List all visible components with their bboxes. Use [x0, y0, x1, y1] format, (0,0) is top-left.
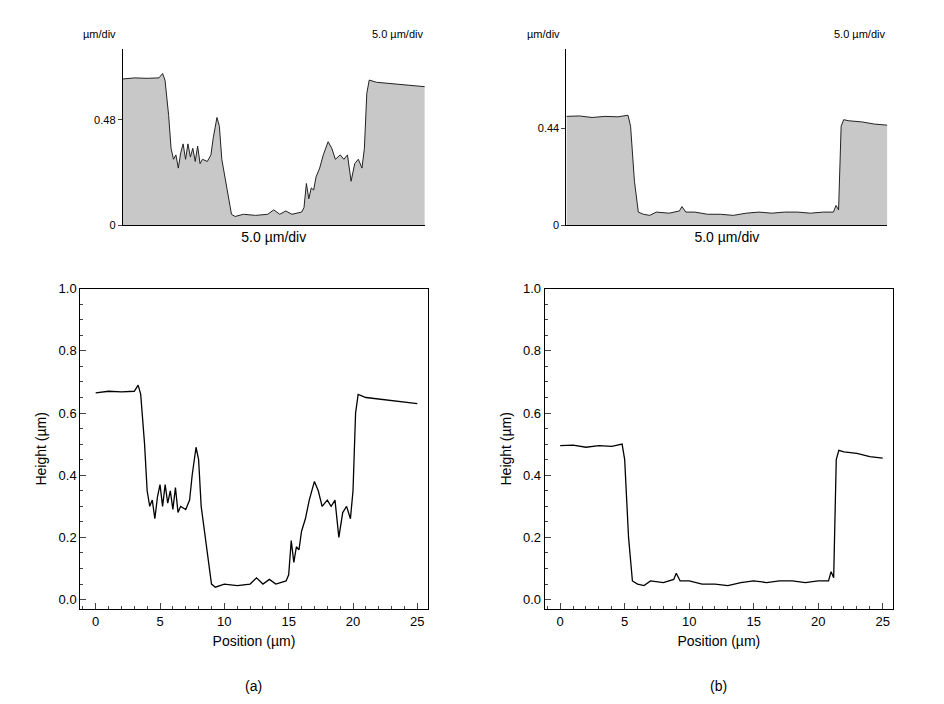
svg-text:20: 20: [811, 614, 825, 629]
svg-text:25: 25: [875, 614, 889, 629]
svg-text:Height (µm): Height (µm): [498, 412, 514, 485]
svg-text:Position (µm): Position (µm): [677, 633, 760, 649]
svg-text:0.6: 0.6: [59, 406, 77, 421]
svg-text:0: 0: [92, 614, 99, 629]
svg-text:0: 0: [553, 219, 559, 231]
svg-text:10: 10: [217, 614, 231, 629]
svg-text:0.8: 0.8: [523, 343, 541, 358]
svg-text:5.0 µm/div: 5.0 µm/div: [694, 229, 759, 245]
svg-text:5.0 µm/div: 5.0 µm/div: [241, 229, 306, 245]
svg-text:0.0: 0.0: [59, 592, 77, 607]
svg-text:Position (µm): Position (µm): [213, 633, 296, 649]
svg-text:0.0: 0.0: [523, 592, 541, 607]
svg-text:0: 0: [109, 219, 115, 231]
svg-text:15: 15: [746, 614, 760, 629]
svg-text:0.4: 0.4: [523, 468, 541, 483]
svg-text:5: 5: [621, 614, 628, 629]
svg-text:20: 20: [346, 614, 360, 629]
svg-text:0.2: 0.2: [523, 530, 541, 545]
svg-text:0.4: 0.4: [59, 468, 77, 483]
svg-text:(b): (b): [710, 678, 727, 694]
svg-text:5.0 µm/div: 5.0 µm/div: [372, 28, 423, 40]
svg-text:0.44: 0.44: [538, 122, 559, 134]
svg-text:5.0 µm/div: 5.0 µm/div: [834, 28, 885, 40]
svg-text:0.48: 0.48: [94, 114, 115, 126]
svg-text:0: 0: [557, 614, 564, 629]
svg-text:µm/div: µm/div: [527, 28, 560, 40]
svg-text:10: 10: [682, 614, 696, 629]
svg-text:0.8: 0.8: [59, 343, 77, 358]
svg-text:1.0: 1.0: [523, 281, 541, 296]
svg-text:25: 25: [410, 614, 424, 629]
svg-text:(a): (a): [245, 678, 262, 694]
svg-text:5: 5: [156, 614, 163, 629]
svg-text:0.6: 0.6: [523, 406, 541, 421]
svg-text:1.0: 1.0: [59, 281, 77, 296]
svg-text:µm/div: µm/div: [83, 28, 116, 40]
svg-text:0.2: 0.2: [59, 530, 77, 545]
svg-text:Height (µm): Height (µm): [33, 412, 49, 485]
svg-text:15: 15: [281, 614, 295, 629]
